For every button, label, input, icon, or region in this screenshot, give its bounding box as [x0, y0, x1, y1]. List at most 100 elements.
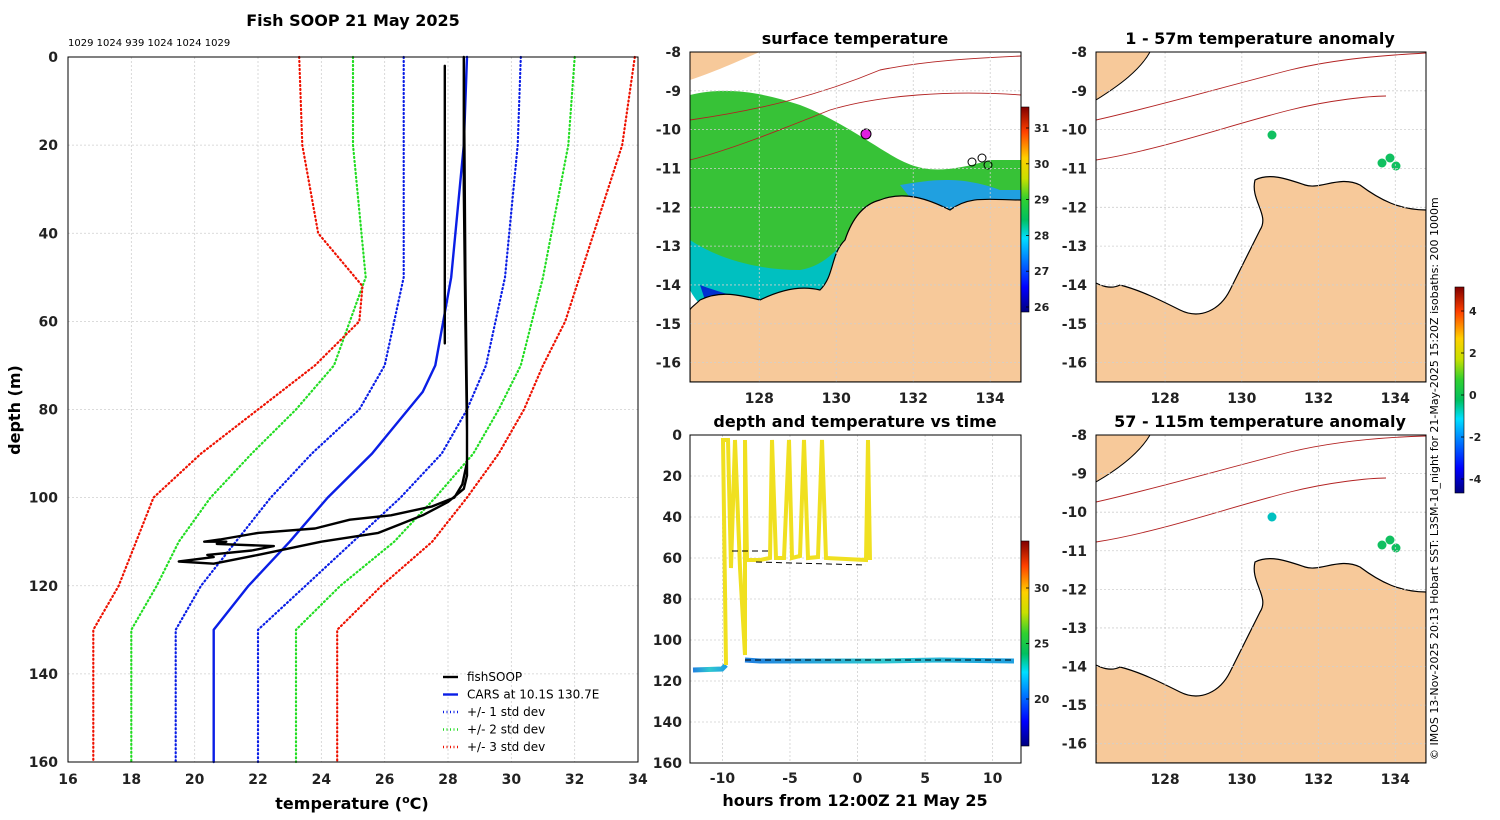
- anom2-grid: [1096, 434, 1426, 763]
- map-x-tick-label: 132: [899, 391, 928, 407]
- anomaly-colorbar: [1454, 286, 1465, 494]
- colorbar-tick-label: 2: [1469, 347, 1477, 360]
- anom1-cast-marker: [1385, 153, 1395, 163]
- map-x-tick-label: 132: [1304, 391, 1333, 407]
- profile-title: Fish SOOP 21 May 2025: [246, 11, 460, 30]
- anom2-map-content: [1096, 435, 1426, 763]
- profile-x-label: temperature (oC): [275, 793, 428, 813]
- anom2-land-australia: [1096, 558, 1426, 763]
- map-y-tick-label: -16: [1062, 737, 1087, 753]
- ts-surface-casts-1: [720, 438, 747, 666]
- anom1-cast-marker: [1391, 161, 1401, 171]
- profile-y-tick-label: 0: [48, 50, 58, 66]
- legend-label: +/- 2 std dev: [467, 723, 545, 737]
- map-x-tick-label: 130: [822, 391, 851, 407]
- profile-series-line: [92, 55, 364, 764]
- anom2-cast-marker: [1377, 540, 1387, 550]
- map-y-tick-label: -12: [1062, 582, 1087, 598]
- sst-ticks: 128 130 132 134 -8 -9 -10 -11 -12 -13 -14 -15 -16: [656, 45, 1005, 407]
- ts-x-tick-label: 10: [983, 771, 1003, 787]
- anom2-land-timor: [1096, 435, 1151, 483]
- ts-deep-trace: [744, 657, 1015, 664]
- map-y-tick-label: -16: [656, 356, 681, 372]
- ts-y-tick-label: 100: [653, 633, 682, 649]
- anom2-ticks: 128 130 132 134 -8 -9 -10 -11 -12 -13 -14 -15 -16: [1062, 428, 1410, 788]
- map-y-tick-label: -10: [1062, 123, 1088, 139]
- sst-grid: [690, 51, 1021, 382]
- map-y-tick-label: -8: [1071, 428, 1087, 444]
- sst-cast-marker: [977, 153, 987, 163]
- anom2-cast-marker: [1385, 535, 1395, 545]
- ts-y-tick-label: 140: [653, 715, 682, 731]
- map-y-tick-label: -11: [1062, 544, 1087, 560]
- ts-x-tick-label: 0: [853, 771, 863, 787]
- map-x-tick-label: 134: [1381, 772, 1410, 788]
- anom1-cast-marker: [1377, 158, 1387, 168]
- sst-colorbar: [1020, 106, 1030, 313]
- legend-label: CARS at 10.1S 130.7E: [467, 688, 599, 702]
- colorbar-tick-label: 20: [1034, 693, 1050, 706]
- anom2-cast-marker: [1267, 512, 1277, 522]
- profile-series-line: [130, 55, 367, 764]
- profile-x-tick-label: 28: [438, 772, 457, 788]
- sst-map-panel: surface temperature 128 130 132 134 -8 -9 -10 -…: [656, 29, 1050, 407]
- ts-x-label: hours from 12:00Z 21 May 25: [722, 791, 987, 810]
- colorbar-tick-label: -2: [1469, 431, 1481, 444]
- map-y-tick-label: -9: [1071, 467, 1087, 483]
- colorbar-tick-label: 28: [1034, 229, 1049, 242]
- map-y-tick-label: -11: [1062, 161, 1087, 177]
- map-x-tick-label: 134: [1381, 391, 1410, 407]
- map-y-tick-label: -15: [656, 317, 681, 333]
- profile-series: [92, 55, 636, 764]
- anom2-title: 57 - 115m temperature anomaly: [1114, 412, 1406, 431]
- profile-grid: [67, 56, 639, 763]
- profile-x-ticks: 16 18 20 22 24 26 28 30 32 34: [58, 772, 648, 788]
- profile-y-tick-label: 80: [39, 403, 59, 419]
- profile-series-line: [174, 55, 405, 764]
- profile-x-tick-label: 16: [58, 772, 77, 788]
- ts-dashed-reference: [732, 550, 1014, 661]
- colorbar-tick-label: 0: [1469, 389, 1477, 402]
- map-x-tick-label: 128: [1150, 391, 1179, 407]
- profile-y-tick-label: 120: [29, 579, 58, 595]
- profile-series-line: [294, 55, 576, 764]
- profile-series-line: [212, 55, 469, 764]
- profile-x-tick-label: 34: [628, 772, 648, 788]
- ts-y-tick-label: 160: [653, 756, 682, 772]
- legend-label: +/- 3 std dev: [467, 740, 545, 754]
- anom1-map-content: [1096, 52, 1426, 382]
- anom1-axes-box: [1095, 51, 1427, 383]
- map-y-tick-label: -15: [1062, 698, 1087, 714]
- map-y-tick-label: -9: [665, 84, 681, 100]
- map-x-tick-label: 134: [976, 391, 1005, 407]
- sst-cast-marker: [983, 160, 993, 170]
- ts-x-tick-label: 5: [920, 771, 930, 787]
- ts-grid: [690, 434, 1021, 764]
- anom2-cast-marker: [1391, 543, 1401, 553]
- ts-title: depth and temperature vs time: [713, 412, 996, 431]
- sst-isobath-1000: [690, 92, 1021, 161]
- sst-field-green: [690, 90, 1021, 315]
- profile-x-tick-label: 22: [248, 772, 267, 788]
- ts-y-tick-label: 40: [663, 510, 683, 526]
- map-x-tick-label: 132: [1304, 772, 1333, 788]
- sst-map-content: [690, 52, 1021, 382]
- profile-legend: fishSOOP CARS at 10.1S 130.7E +/- 1 std de…: [443, 670, 599, 754]
- map-y-tick-label: -10: [656, 123, 682, 139]
- profile-y-tick-label: 160: [29, 755, 58, 771]
- profile-series-line: [336, 55, 636, 764]
- ts-x-tick-label: -5: [782, 771, 798, 787]
- profile-x-tick-label: 18: [122, 772, 141, 788]
- sst-cast-marker: [967, 157, 977, 167]
- profile-header-numbers: 1029 1024 939 1024 1024 1029: [68, 38, 230, 49]
- anom1-isobath-200: [1096, 52, 1426, 121]
- sst-colorbar-ticks: 31 30 29 28 27 26: [1026, 122, 1050, 314]
- sst-land-timor: [690, 52, 760, 80]
- map-y-tick-label: -13: [1062, 239, 1087, 255]
- profile-x-tick-label: 30: [502, 772, 522, 788]
- profile-panel: Fish SOOP 21 May 2025 1029 1024 939 1024…: [5, 11, 648, 813]
- ts-colorbar-ticks: 30 25 20: [1026, 582, 1050, 706]
- anom2-isobath-1000: [1096, 477, 1387, 543]
- map-y-tick-label: -14: [656, 278, 682, 294]
